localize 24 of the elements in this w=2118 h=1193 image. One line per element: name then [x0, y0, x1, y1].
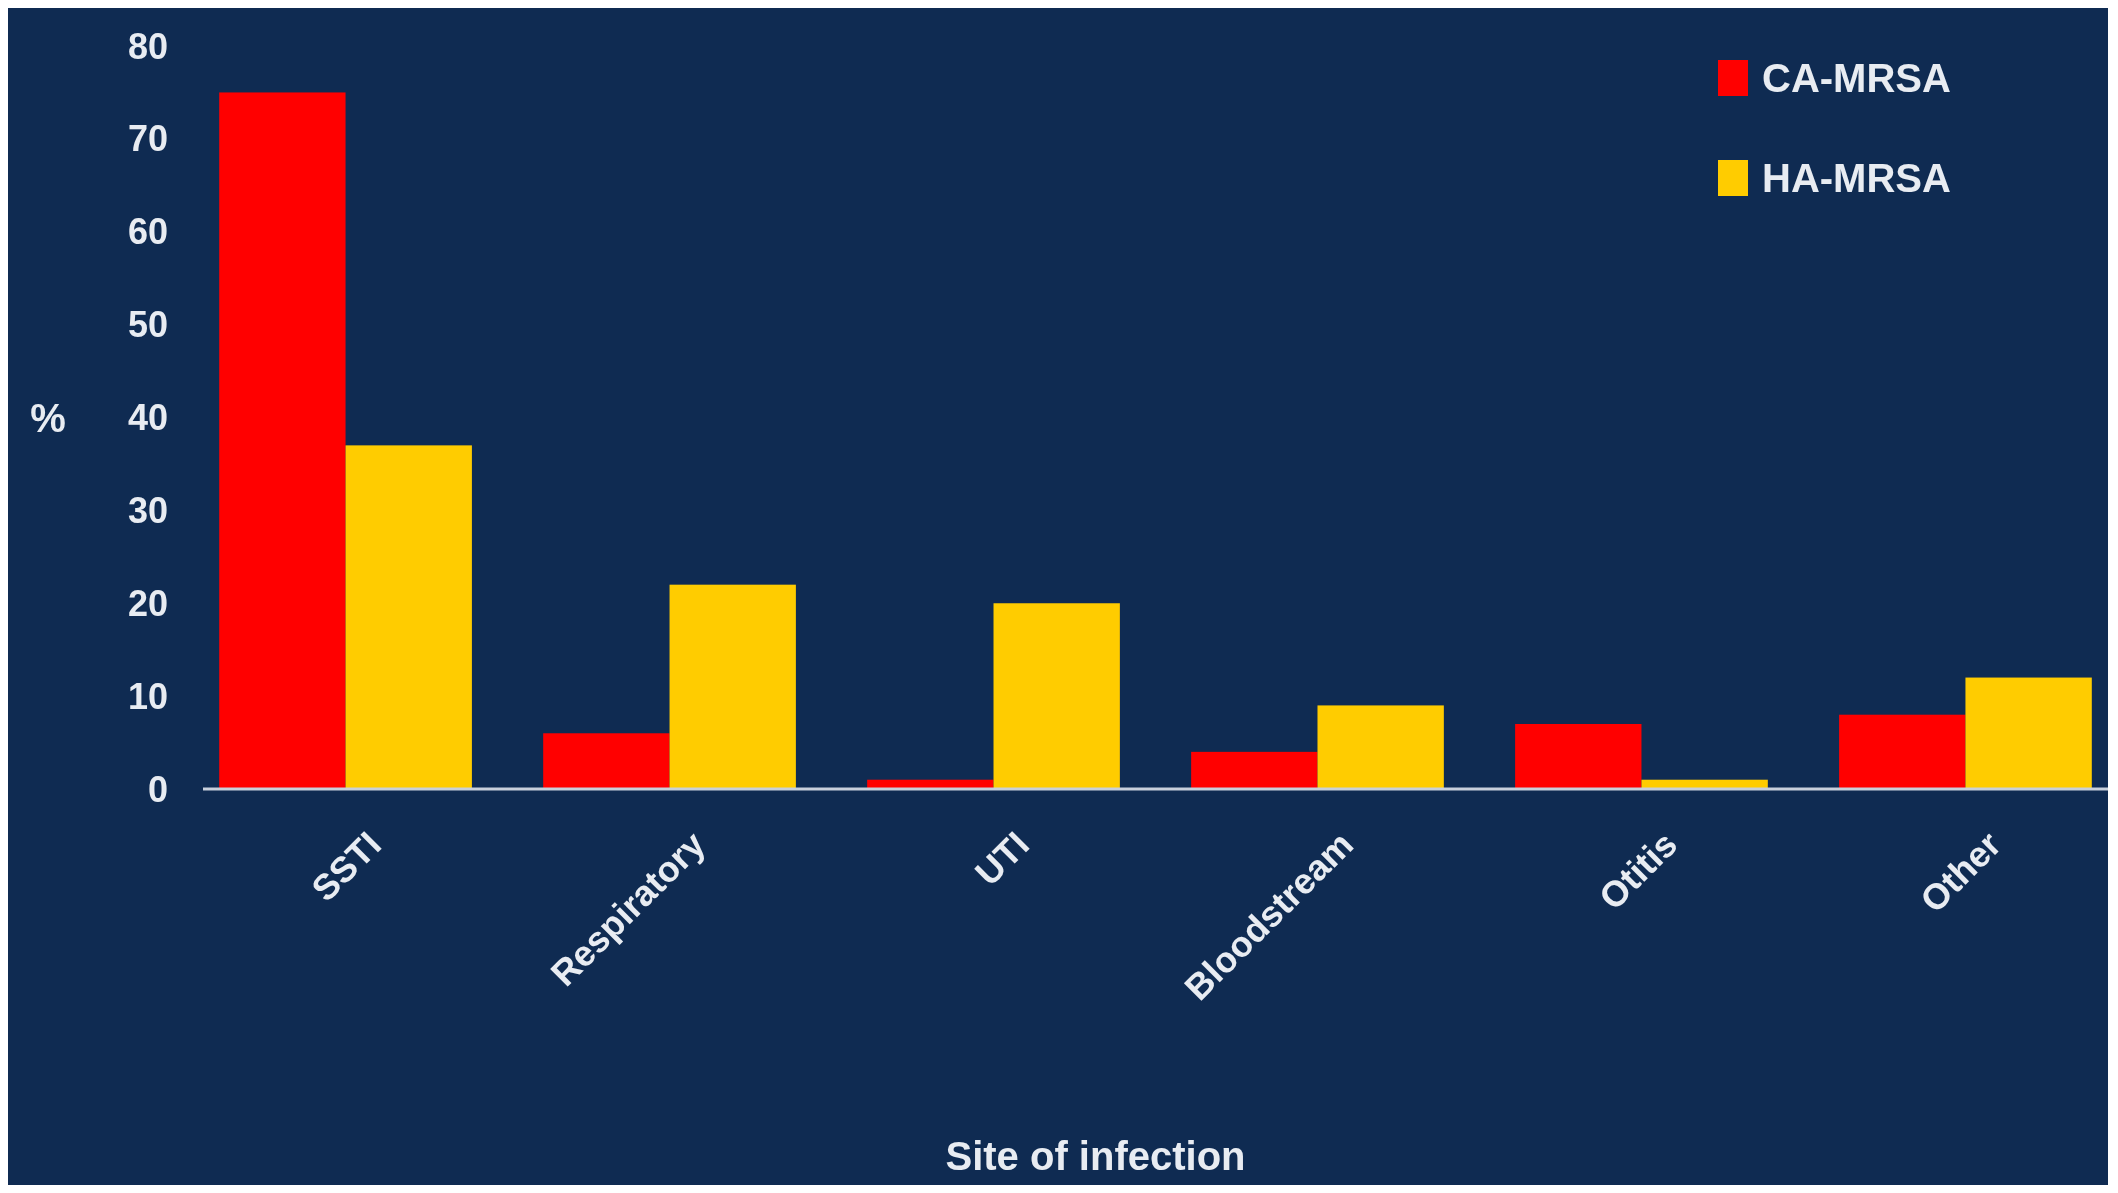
bar — [1515, 723, 1642, 789]
bar — [1191, 751, 1318, 789]
y-tick-label: 40 — [127, 397, 168, 439]
y-tick-label: 80 — [127, 25, 168, 67]
y-tick-label: 10 — [127, 675, 168, 717]
legend-label: HA-MRSA — [1762, 156, 1951, 200]
bar — [345, 445, 472, 789]
y-tick-label: 20 — [127, 582, 168, 624]
bar — [669, 584, 796, 789]
y-tick-label: 50 — [127, 304, 168, 346]
y-tick-label: 60 — [127, 211, 168, 253]
bar — [543, 733, 670, 789]
legend-label: CA-MRSA — [1762, 56, 1951, 100]
y-axis-title: % — [30, 395, 66, 440]
bar — [219, 92, 346, 789]
bar — [1317, 705, 1444, 789]
x-tick-label: UTI — [966, 823, 1037, 894]
y-tick-label: 30 — [127, 489, 168, 531]
bar — [1839, 714, 1966, 789]
x-axis-title: Site of infection — [945, 1134, 1246, 1178]
y-tick-label: 70 — [127, 118, 168, 160]
bar — [1965, 677, 2092, 789]
y-tick-label: 0 — [147, 768, 168, 810]
bar — [993, 603, 1120, 789]
